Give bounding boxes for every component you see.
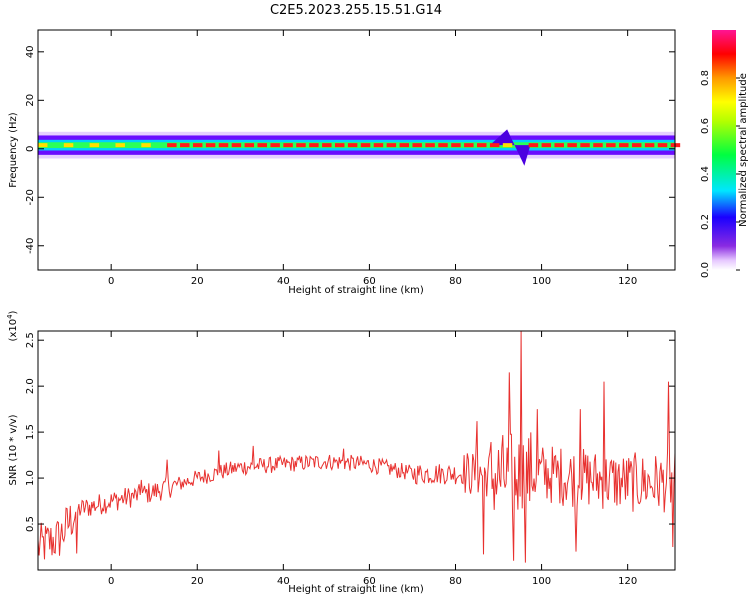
band-core-segment (63, 143, 74, 148)
band-core-segment (360, 143, 371, 148)
band-core-segment (167, 143, 177, 148)
colorbar-tick-label: 0.2 (700, 214, 711, 230)
colorbar: 0.0 0.2 0.4 0.6 0.8 Normalized spectral ampl… (700, 30, 749, 278)
band-core-segment (231, 143, 242, 148)
band-core-segment (115, 143, 125, 148)
y-tick-label: -20 (25, 189, 36, 205)
band-core-segment (502, 143, 513, 148)
figure-title: C2E5.2023.255.15.51.G14 (270, 3, 442, 18)
band-core-segment (192, 143, 203, 148)
colorbar-gradient (712, 30, 736, 270)
band-core-segment (477, 143, 487, 148)
band-core-segment (205, 143, 216, 148)
band-disturbance (489, 129, 531, 166)
x-tick-label: 100 (532, 276, 551, 287)
band-core-segment (270, 143, 280, 148)
x-tick-label: 100 (532, 576, 551, 587)
spectral-band (38, 129, 681, 166)
snr-y-label: SNR (10 * v/v) (8, 414, 19, 485)
x-tick-label: 120 (618, 276, 637, 287)
x-tick-label: 40 (277, 576, 290, 587)
band-core-segment (180, 143, 190, 148)
band-core-segment (373, 143, 384, 148)
snr-x-ticks: 0 20 40 60 80 100 120 (108, 331, 637, 587)
x-tick-label: 20 (191, 576, 204, 587)
band-core-segment (412, 143, 422, 148)
x-tick-label: 80 (449, 576, 462, 587)
colorbar-tick-label: 0.4 (700, 166, 711, 182)
snr-y-ticks: 0.5 1.0 1.5 2.0 2.5 (25, 332, 675, 532)
band-core-segment (541, 143, 552, 148)
band-core-segment (644, 143, 655, 148)
band-core-segment (38, 143, 48, 148)
y-tick-label: 40 (25, 45, 36, 58)
x-tick-label: 80 (449, 276, 462, 287)
band-core-segment (528, 143, 539, 148)
colorbar-tick-label: 0.8 (700, 70, 711, 86)
band-core-segment (619, 143, 629, 148)
band-core-segment (334, 143, 345, 148)
snr-x-label: Height of straight line (km) (288, 584, 424, 595)
band-core-segment (580, 143, 590, 148)
band-core-segment (257, 143, 267, 148)
band-core-segment (567, 143, 577, 148)
band-core-segment (657, 143, 668, 148)
x-tick-label: 20 (191, 276, 204, 287)
spectrogram-x-label: Height of straight line (km) (288, 285, 424, 296)
snr-y-multiplier: (x104) (6, 310, 19, 341)
band-core-segment (464, 143, 474, 148)
band-core-segment (296, 143, 306, 148)
x-tick-label: 40 (277, 276, 290, 287)
spectrogram-x-ticks: 0 20 40 60 80 100 120 (108, 30, 637, 287)
snr-frame (37, 330, 676, 571)
band-core-segment (631, 143, 642, 148)
band-core-segment (451, 143, 461, 148)
colorbar-tick-label: 0.0 (700, 262, 711, 278)
x-tick-label: 60 (363, 276, 376, 287)
band-core-segment (283, 143, 293, 148)
y-tick-label: -40 (25, 238, 36, 254)
y-tick-label: 2.0 (25, 378, 36, 394)
y-tick-label: 1.0 (25, 470, 36, 486)
band-core-segment (386, 143, 397, 148)
spectrogram-y-label: Frequency (Hz) (8, 112, 19, 188)
y-tick-label: 1.5 (25, 424, 36, 440)
band-core-segment (438, 143, 448, 148)
band-core-segment (322, 143, 332, 148)
spectrogram-y-ticks: -40 -20 0 20 40 (25, 45, 675, 254)
band-core-segment (218, 143, 229, 148)
spectrogram-panel: 0 20 40 60 80 100 120 -40 -20 0 20 40 Height of st… (8, 29, 681, 296)
band-core-segment (593, 143, 603, 148)
y-tick-label: 2.5 (25, 332, 36, 348)
band-core-segment (309, 143, 319, 148)
colorbar-tick-label: 0.6 (700, 118, 711, 134)
band-core-segment (425, 143, 435, 148)
snr-series-line (37, 330, 676, 563)
y-tick-label: 20 (25, 94, 36, 107)
y-tick-label: 0.5 (25, 516, 36, 532)
band-core-segment (399, 143, 410, 148)
colorbar-ticks: 0.0 0.2 0.4 0.6 0.8 (700, 70, 740, 278)
x-tick-label: 120 (618, 576, 637, 587)
band-core-segment (141, 143, 151, 148)
band-core-segment (244, 143, 255, 148)
band-core-segment (347, 143, 358, 148)
snr-panel: 0 20 40 60 80 100 120 0.5 1.0 1.5 2.0 2.5 Height o… (6, 310, 676, 595)
colorbar-label: Normalized spectral amplitude (738, 73, 749, 227)
band-core-segment (606, 143, 616, 148)
band-core-segment (489, 143, 500, 148)
spectrogram-frame (37, 29, 676, 271)
x-tick-label: 60 (363, 576, 376, 587)
x-tick-label: 0 (108, 276, 114, 287)
y-tick-label: 0 (25, 146, 36, 152)
band-core-segment (89, 143, 100, 148)
band-core-segment (554, 143, 564, 148)
x-tick-label: 0 (108, 576, 114, 587)
